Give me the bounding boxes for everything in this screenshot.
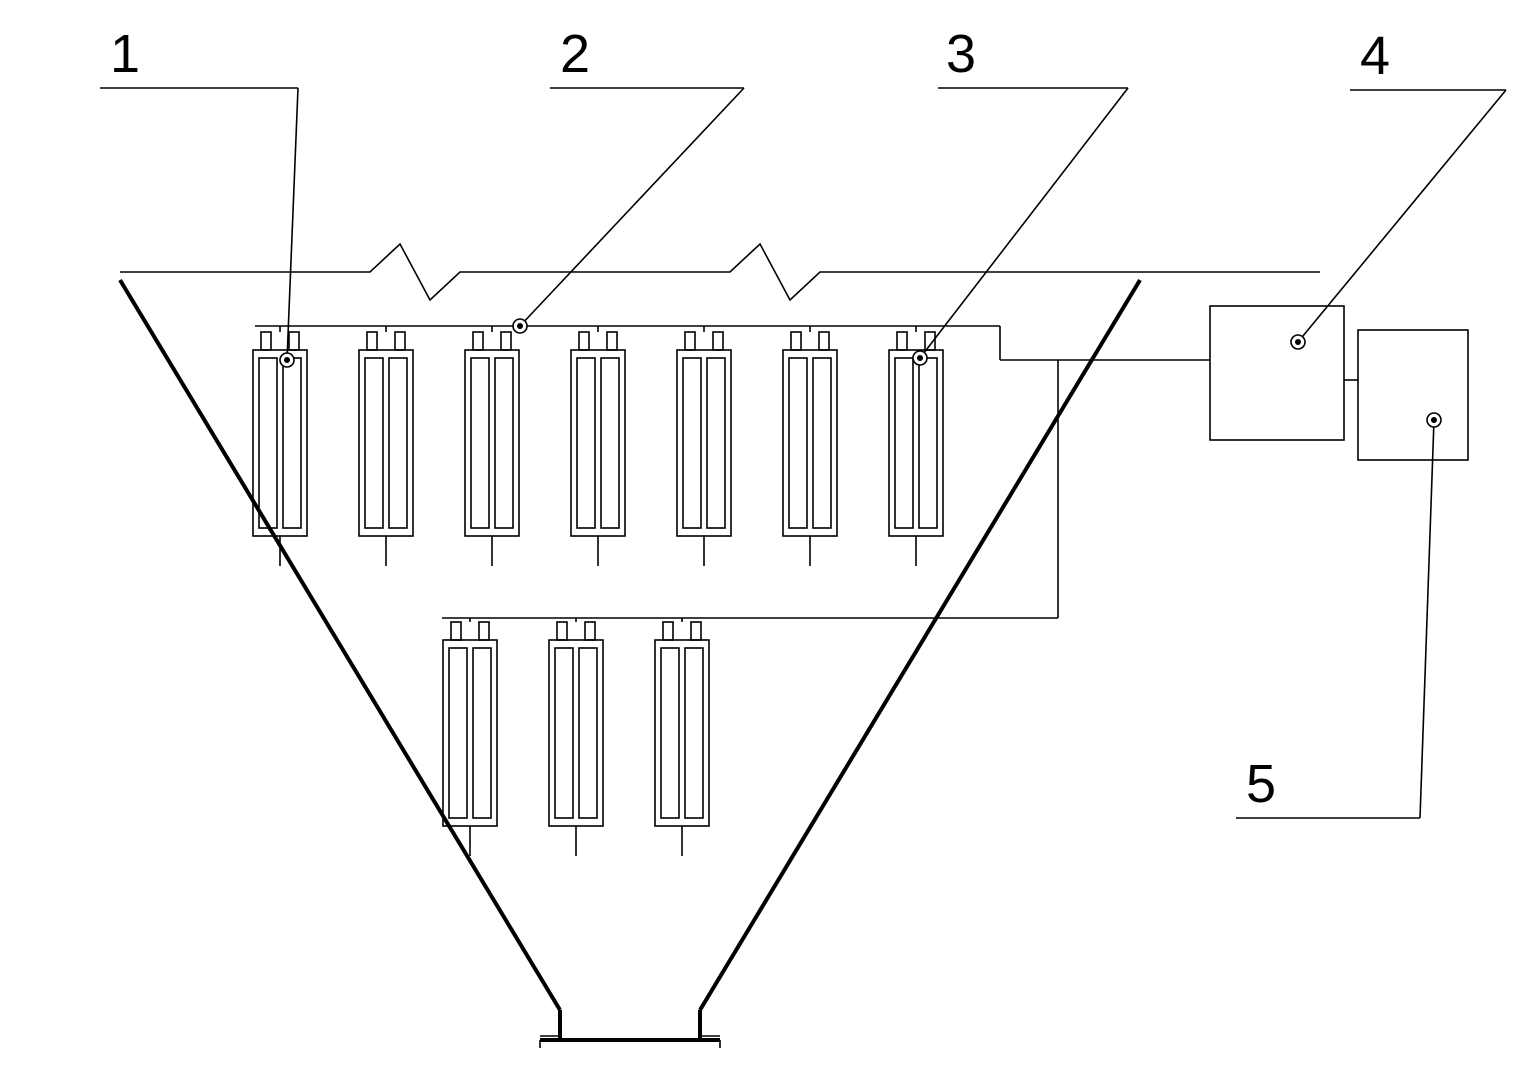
module-r1-5-outer [677,350,731,536]
annotation-1-leader [287,88,298,360]
 [473,332,483,350]
 [289,332,299,350]
annotation-3: 3 [913,24,1128,365]
 [895,358,913,528]
annotation-1: 1 [100,24,298,367]
annotation-4: 4 [1291,26,1506,349]
break-line [120,244,1320,300]
 [707,358,725,528]
 [601,358,619,528]
 [451,622,461,640]
module-row-2 [443,618,709,856]
annotation-3-leader [920,88,1128,358]
module-r1-4 [571,326,625,566]
 [517,323,523,329]
annotation-4-leader [1298,90,1506,342]
annotation-5-leader [1420,420,1434,818]
 [1431,417,1437,423]
 [897,332,907,350]
 [919,358,937,528]
hopper-left-wall [120,280,560,1010]
box-5 [1358,330,1468,460]
hopper [120,280,1140,1048]
 [557,622,567,640]
 [789,358,807,528]
 [449,648,467,818]
 [683,358,701,528]
 [685,332,695,350]
 [495,358,513,528]
 [585,622,595,640]
box-4 [1210,306,1344,440]
 [365,358,383,528]
annotation-3-label: 3 [946,24,976,84]
module-r1-2-outer [359,350,413,536]
module-r1-3-outer [465,350,519,536]
 [713,332,723,350]
module-r2-3 [655,618,709,856]
module-r1-3 [465,326,519,566]
 [579,648,597,818]
module-r2-1 [443,618,497,856]
hopper-right-wall [700,280,1140,1010]
 [607,332,617,350]
 [813,358,831,528]
module-r1-4-outer [571,350,625,536]
module-r2-3-outer [655,640,709,826]
annotation-2-leader [520,88,744,326]
 [259,358,277,528]
module-r1-6 [783,326,837,566]
 [367,332,377,350]
 [261,332,271,350]
 [691,622,701,640]
module-r2-2 [549,618,603,856]
 [577,358,595,528]
module-r1-6-outer [783,350,837,536]
 [917,355,923,361]
 [819,332,829,350]
 [555,648,573,818]
module-r1-7-outer [889,350,943,536]
annotation-2-label: 2 [560,24,590,84]
 [501,332,511,350]
annotation-5: 5 [1236,413,1441,818]
annotation-5-label: 5 [1246,754,1276,814]
annotation-2: 2 [513,24,744,333]
 [284,357,290,363]
 [395,332,405,350]
annotations: 1 2 3 4 5 [100,24,1506,818]
 [791,332,801,350]
 [471,358,489,528]
module-r1-2 [359,326,413,566]
annotation-4-label: 4 [1360,26,1390,86]
 [389,358,407,528]
module-row-1 [253,326,943,566]
module-r2-2-outer [549,640,603,826]
module-r1-1-outer [253,350,307,536]
module-r2-1-outer [443,640,497,826]
 [1295,339,1301,345]
 [579,332,589,350]
annotation-1-label: 1 [110,24,140,84]
module-r1-5 [677,326,731,566]
 [283,358,301,528]
 [661,648,679,818]
control-boxes [1210,306,1468,460]
 [685,648,703,818]
 [479,622,489,640]
 [473,648,491,818]
 [663,622,673,640]
